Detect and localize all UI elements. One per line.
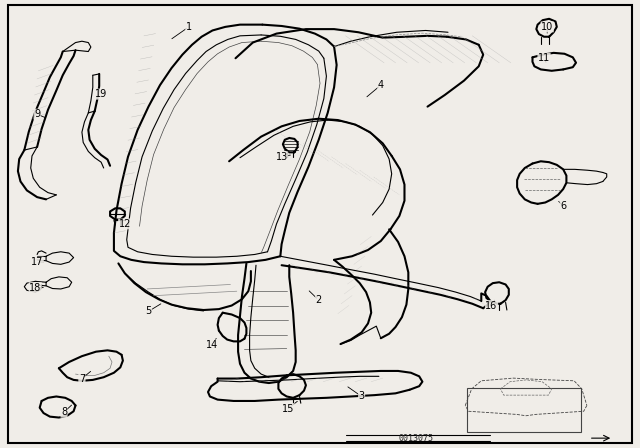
Text: 14: 14 xyxy=(206,340,219,350)
Text: 8: 8 xyxy=(61,407,67,417)
Text: 12: 12 xyxy=(118,219,131,229)
Text: 18: 18 xyxy=(29,283,42,293)
Text: 19: 19 xyxy=(95,89,108,99)
Text: 11: 11 xyxy=(538,53,550,63)
Text: 16: 16 xyxy=(485,301,498,310)
Text: 17: 17 xyxy=(31,257,44,267)
Text: 1: 1 xyxy=(186,22,192,32)
Text: 7: 7 xyxy=(79,374,85,383)
Text: 15: 15 xyxy=(282,404,294,414)
Text: 6: 6 xyxy=(560,201,566,211)
Text: 2: 2 xyxy=(316,295,322,305)
Text: 9: 9 xyxy=(34,109,40,119)
Text: 13: 13 xyxy=(275,152,288,162)
Text: 4: 4 xyxy=(378,80,384,90)
Text: 10: 10 xyxy=(541,22,554,32)
Text: 5: 5 xyxy=(145,306,152,316)
Text: 3: 3 xyxy=(358,392,365,401)
Bar xyxy=(467,388,581,432)
Text: 0013075: 0013075 xyxy=(399,434,433,443)
